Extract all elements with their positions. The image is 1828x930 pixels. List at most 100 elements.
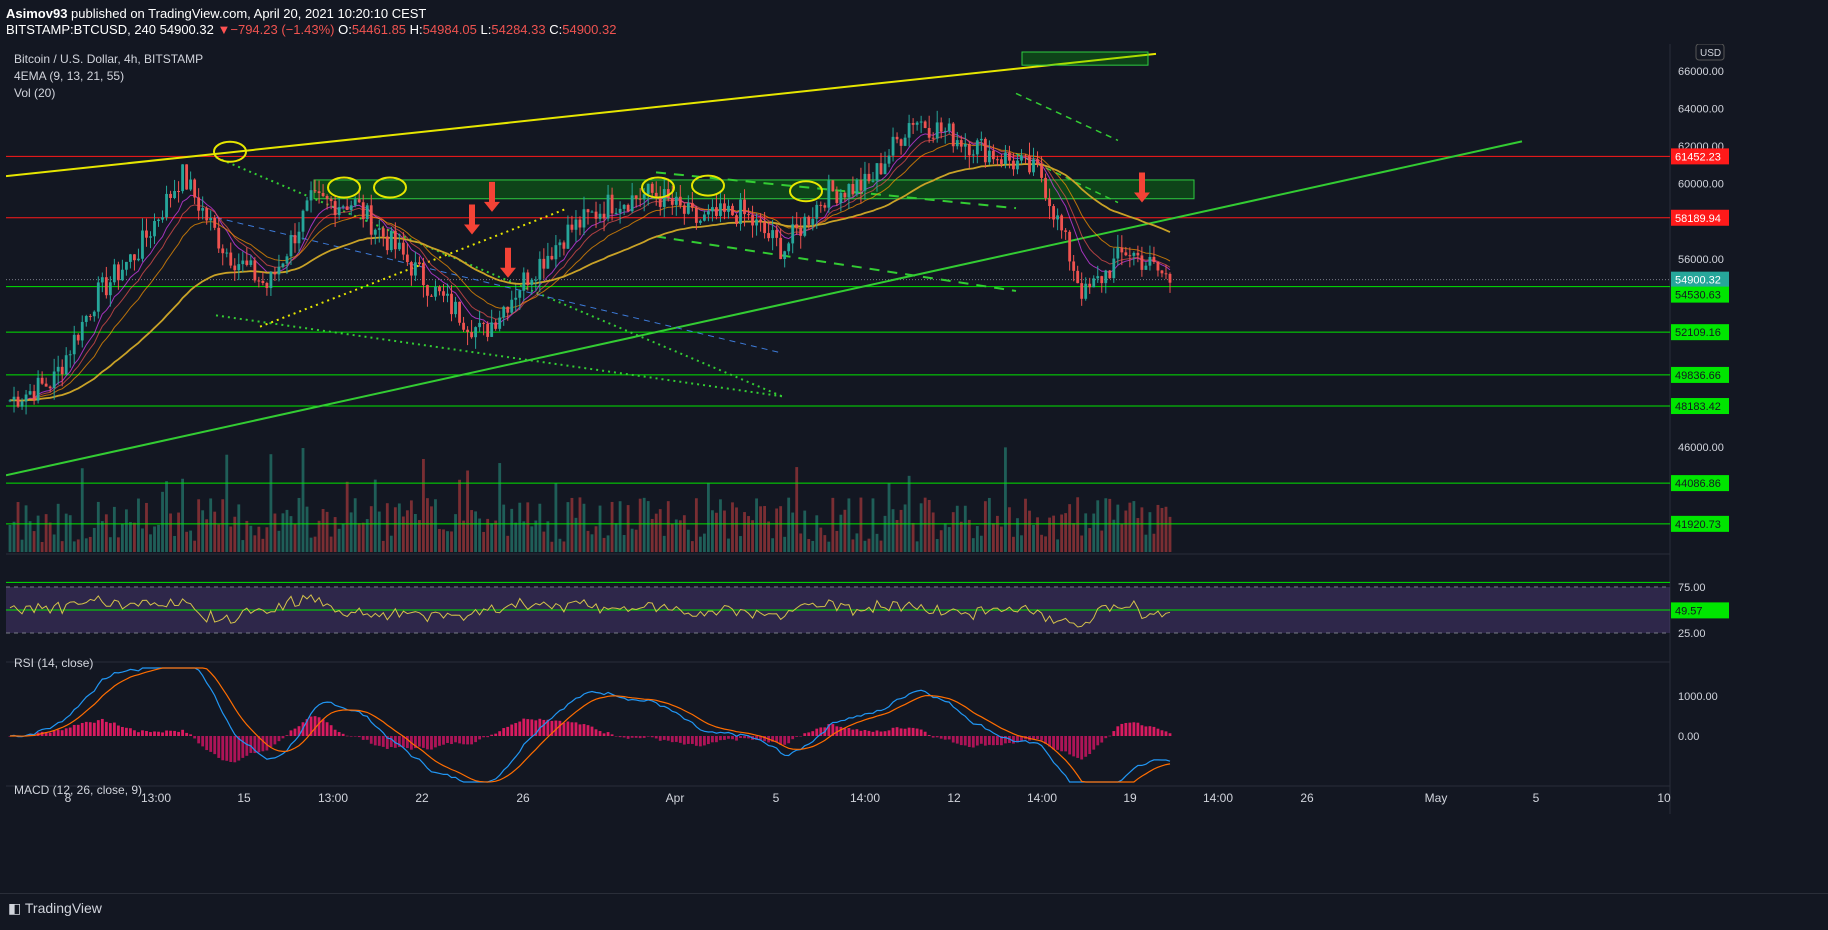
volume-bar bbox=[261, 538, 265, 552]
volume-bar bbox=[719, 499, 722, 552]
macd-histogram-bar bbox=[413, 736, 417, 749]
time-tick-label: 15 bbox=[237, 791, 251, 805]
volume-bar bbox=[807, 539, 811, 552]
volume-bar bbox=[919, 503, 923, 552]
volume-bar bbox=[1024, 498, 1027, 552]
volume-bar bbox=[64, 513, 68, 552]
volume-bar bbox=[763, 506, 767, 552]
candle-body bbox=[618, 208, 622, 213]
macd-histogram-bar bbox=[1036, 736, 1039, 740]
macd-histogram-bar bbox=[405, 736, 409, 749]
candle-body bbox=[783, 251, 787, 260]
candle-body bbox=[40, 377, 44, 384]
macd-histogram-bar bbox=[1132, 722, 1136, 736]
macd-histogram-bar bbox=[1116, 726, 1120, 736]
macd-histogram-bar bbox=[72, 724, 76, 736]
support-price-tag bbox=[1671, 286, 1729, 303]
volume-bar bbox=[767, 521, 771, 552]
volume-bar bbox=[16, 502, 20, 552]
volume-bar bbox=[229, 526, 233, 552]
volume-bar bbox=[943, 523, 947, 552]
macd-histogram-bar bbox=[201, 736, 205, 747]
volume-bar bbox=[193, 540, 197, 552]
macd-legend[interactable]: MACD (12, 26, close, 9) bbox=[14, 783, 143, 797]
volume-bar bbox=[321, 509, 325, 552]
macd-histogram-bar bbox=[855, 729, 859, 736]
macd-histogram-bar bbox=[490, 734, 494, 736]
publisher-name[interactable]: Asimov93 bbox=[6, 6, 68, 21]
volume-bar bbox=[562, 541, 566, 552]
price-chart[interactable]: 42000.0044000.0046000.0048000.0050000.00… bbox=[6, 44, 1750, 860]
grid bbox=[6, 44, 1671, 814]
macd-histogram-bar bbox=[574, 722, 578, 736]
down-arrow-icon: ▼ bbox=[217, 22, 231, 37]
volume-bar bbox=[634, 529, 638, 552]
volume-bar bbox=[955, 505, 959, 552]
volume-bar bbox=[739, 536, 742, 552]
resistance-price-text: 61452.23 bbox=[1675, 151, 1721, 163]
candle-body bbox=[538, 258, 542, 280]
volume-bar bbox=[727, 538, 730, 552]
candle-body bbox=[819, 204, 823, 206]
candle-body bbox=[229, 252, 233, 266]
macd-histogram-bar bbox=[466, 736, 469, 745]
candle-body bbox=[931, 137, 935, 139]
candle-body bbox=[747, 214, 750, 216]
rsi-legend[interactable]: RSI (14, close) bbox=[14, 656, 94, 670]
macd-histogram-bar bbox=[76, 724, 80, 736]
volume-bar bbox=[377, 511, 381, 552]
candle-body bbox=[727, 205, 730, 212]
red-down-arrow-icon bbox=[464, 204, 480, 235]
tradingview-logo[interactable]: ◧ TradingView bbox=[8, 900, 102, 917]
volume-bar bbox=[209, 498, 213, 552]
volume-bar bbox=[498, 463, 502, 552]
time-axis[interactable]: 8 13:00 15 13:00 22 26 Apr 5 14:00 12 14:00 19 14:00… bbox=[65, 791, 1671, 805]
macd-histogram-bar bbox=[807, 732, 811, 736]
macd-histogram-bar bbox=[827, 724, 831, 736]
ema-legend[interactable]: 4EMA (9, 13, 21, 55) bbox=[14, 69, 125, 83]
macd-histogram-bar bbox=[241, 736, 245, 758]
volume-bar bbox=[911, 522, 915, 552]
candle-body bbox=[835, 191, 839, 204]
volume-bar bbox=[1004, 447, 1007, 552]
candle-body bbox=[1080, 283, 1084, 299]
price-axis[interactable]: 42000.0044000.0046000.0048000.0050000.00… bbox=[1671, 44, 1729, 743]
volume-bar bbox=[305, 506, 309, 552]
low-value: 54284.33 bbox=[491, 22, 546, 37]
candle-body bbox=[397, 242, 401, 250]
macd-histogram-bar bbox=[971, 736, 975, 748]
macd-histogram-bar bbox=[169, 730, 172, 736]
candle-body bbox=[823, 205, 827, 208]
candle-body bbox=[133, 254, 136, 261]
candle-body bbox=[112, 264, 116, 283]
yellow-resistance-trendline bbox=[6, 52, 1157, 178]
volume-bar bbox=[1084, 513, 1088, 552]
rsi-tick-label: 25.00 bbox=[1678, 628, 1706, 640]
macd-histogram-bar bbox=[281, 736, 285, 739]
dotted-yellow-trendline bbox=[259, 207, 569, 328]
candle-body bbox=[1128, 255, 1132, 257]
macd-histogram-bar bbox=[707, 736, 710, 745]
volume-bar bbox=[903, 504, 907, 552]
main-legend-title[interactable]: Bitcoin / U.S. Dollar, 4h, BITSTAMP bbox=[14, 52, 204, 66]
volume-bar bbox=[879, 540, 883, 552]
candle-body bbox=[197, 197, 201, 211]
volume-bar bbox=[610, 501, 614, 552]
macd-histogram-bar bbox=[438, 736, 441, 746]
macd-histogram-bar bbox=[133, 730, 136, 736]
macd-histogram-bar bbox=[646, 736, 650, 737]
candle-body bbox=[1012, 160, 1015, 170]
volume-bar bbox=[249, 525, 253, 552]
volume-bar bbox=[88, 536, 92, 552]
candle-body bbox=[261, 280, 265, 283]
candle-body bbox=[213, 217, 217, 228]
volume-bar bbox=[1012, 536, 1015, 552]
candle-body bbox=[498, 317, 502, 329]
candle-body bbox=[787, 243, 791, 252]
volume-legend[interactable]: Vol (20) bbox=[14, 86, 56, 100]
time-tick-label: 19 bbox=[1123, 791, 1137, 805]
candle-body bbox=[1032, 159, 1035, 173]
volume-bar bbox=[895, 520, 899, 552]
volume-bar bbox=[385, 503, 389, 552]
macd-histogram-bar bbox=[674, 736, 678, 742]
